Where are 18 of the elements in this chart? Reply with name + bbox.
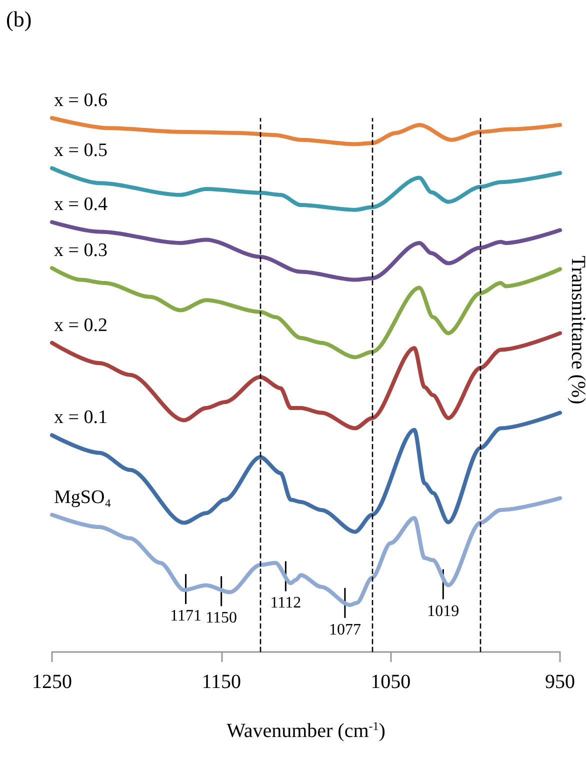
annotation: 1019 [427, 602, 460, 620]
annotation: 1077 [328, 621, 361, 638]
annotation: 1112 [270, 594, 302, 612]
x-tick-label: 1150 [202, 671, 241, 693]
x-tick-label: 950 [545, 671, 575, 693]
series-label: x = 0.6 [54, 90, 108, 111]
series-label: x = 0.1 [54, 407, 108, 428]
x-tick-label: 1050 [370, 671, 411, 693]
text: (b) [6, 6, 32, 32]
annotation: 1171 [170, 608, 202, 625]
x-tick-label: 1250 [32, 671, 72, 693]
annotation: 1150 [206, 610, 238, 627]
series-label: MgSO₄ [54, 486, 112, 508]
y-axis-title: Transmittance (%) [567, 256, 586, 404]
series-label: x = 0.2 [54, 314, 108, 336]
series-label: x = 0.3 [54, 240, 108, 262]
series-label: x = 0.5 [54, 140, 108, 162]
series-label: x = 0.4 [54, 194, 108, 216]
